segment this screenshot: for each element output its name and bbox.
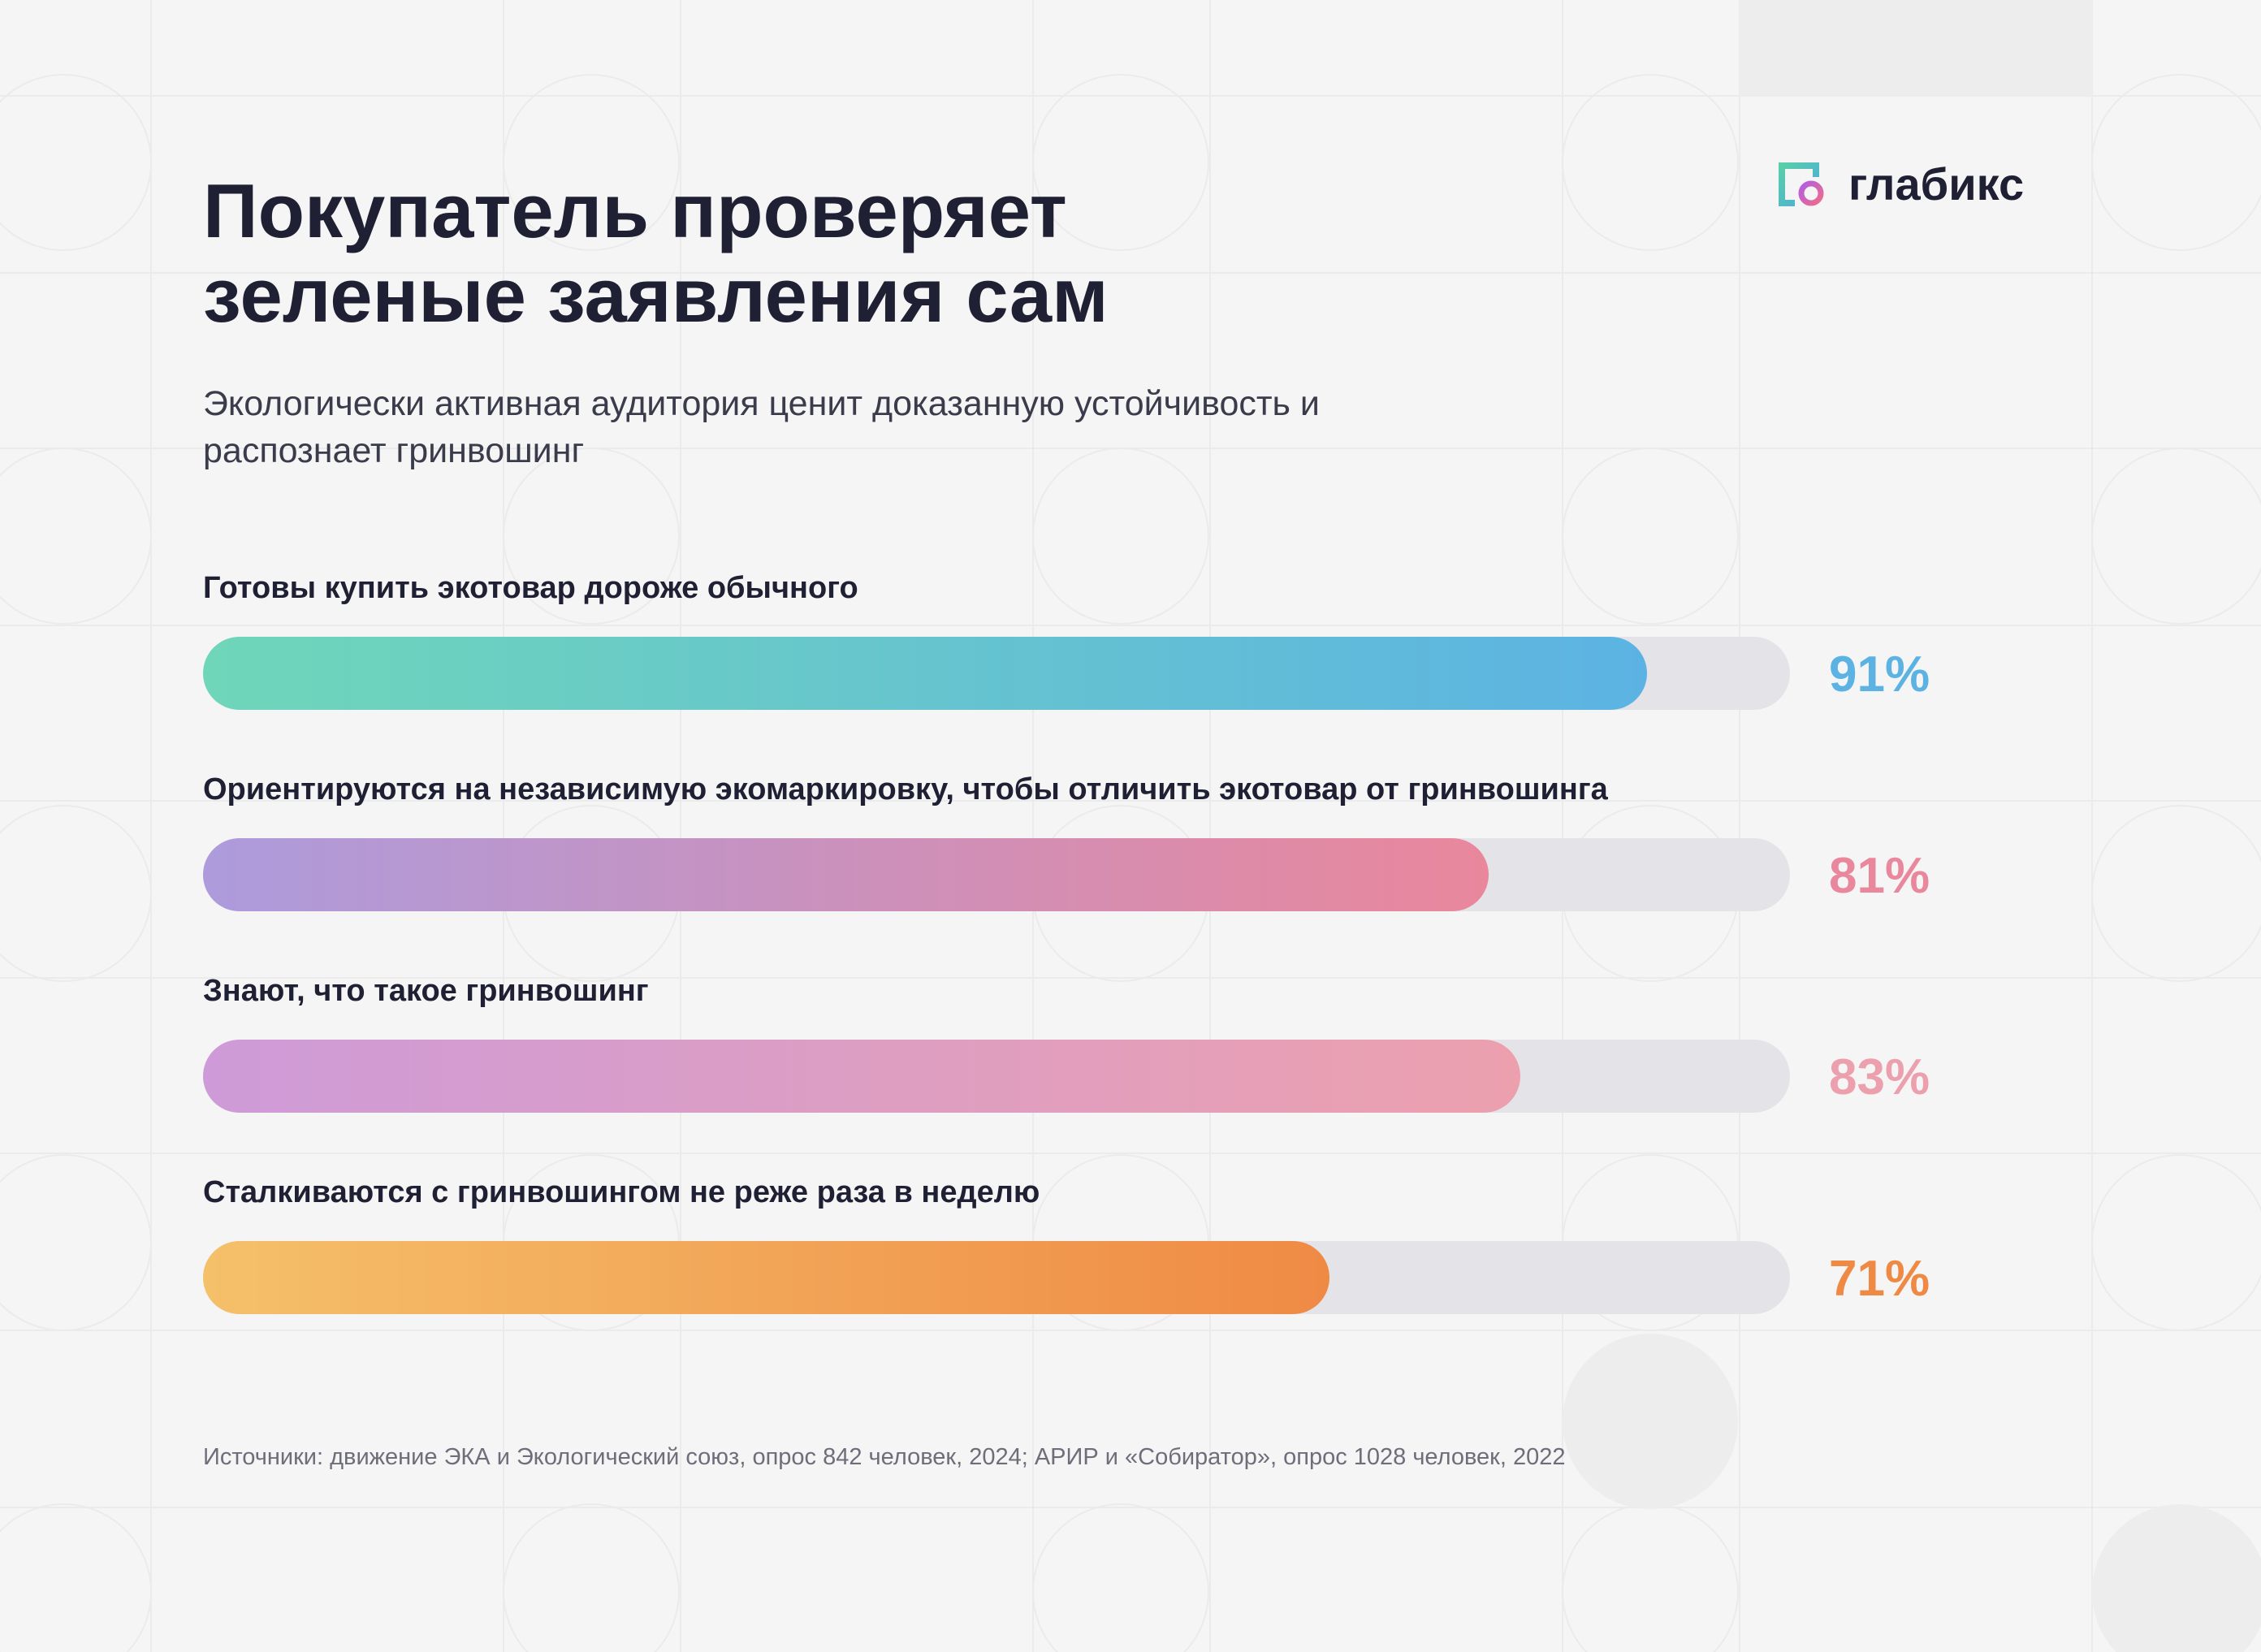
bar-label: Знают, что такое гринвошинг <box>203 974 649 1008</box>
source-note: Источники: движение ЭКА и Экологический … <box>203 1444 1566 1470</box>
bar-track <box>203 1241 1790 1314</box>
bar-row: Готовы купить экотовар дороже обычного 91… <box>203 569 1990 739</box>
bar-fill <box>203 838 1489 911</box>
subtitle-line-2: распознает гринвошинг <box>203 431 585 470</box>
bar-value-label: 91% <box>1829 647 1930 703</box>
bar-label: Ориентируются на независимую экомаркиров… <box>203 772 1608 807</box>
bar-label: Сталкиваются с гринвошингом не реже раза… <box>203 1175 1040 1209</box>
brand-logo: глабикс <box>1775 159 2024 210</box>
brand-name: глабикс <box>1848 158 2025 210</box>
glabix-logo-icon <box>1775 159 1826 210</box>
bar-fill <box>203 1040 1520 1113</box>
bar-fill <box>203 1241 1329 1314</box>
bar-track <box>203 1040 1790 1113</box>
bar-label: Готовы купить экотовар дороже обычного <box>203 571 858 605</box>
bar-fill <box>203 637 1647 710</box>
bar-row: Сталкиваются с гринвошингом не реже раза… <box>203 1173 1990 1343</box>
bar-value-label: 71% <box>1829 1251 1930 1307</box>
page-title: Покупатель проверяет зеленые заявления с… <box>203 169 1421 338</box>
bar-row: Ориентируются на независимую экомаркиров… <box>203 770 1990 941</box>
bar-track <box>203 637 1790 710</box>
bar-row: Знают, что такое гринвошинг 83% <box>203 971 1990 1142</box>
bar-value-label: 81% <box>1829 848 1930 904</box>
subtitle-line-1: Экологически активная аудитория ценит до… <box>203 384 1320 423</box>
bar-track <box>203 838 1790 911</box>
page-subtitle: Экологически активная аудитория ценит до… <box>203 380 1502 474</box>
title-line-1: Покупатель проверяет <box>203 168 1067 253</box>
bar-value-label: 83% <box>1829 1049 1930 1105</box>
title-line-2: зеленые заявления сам <box>203 253 1109 338</box>
